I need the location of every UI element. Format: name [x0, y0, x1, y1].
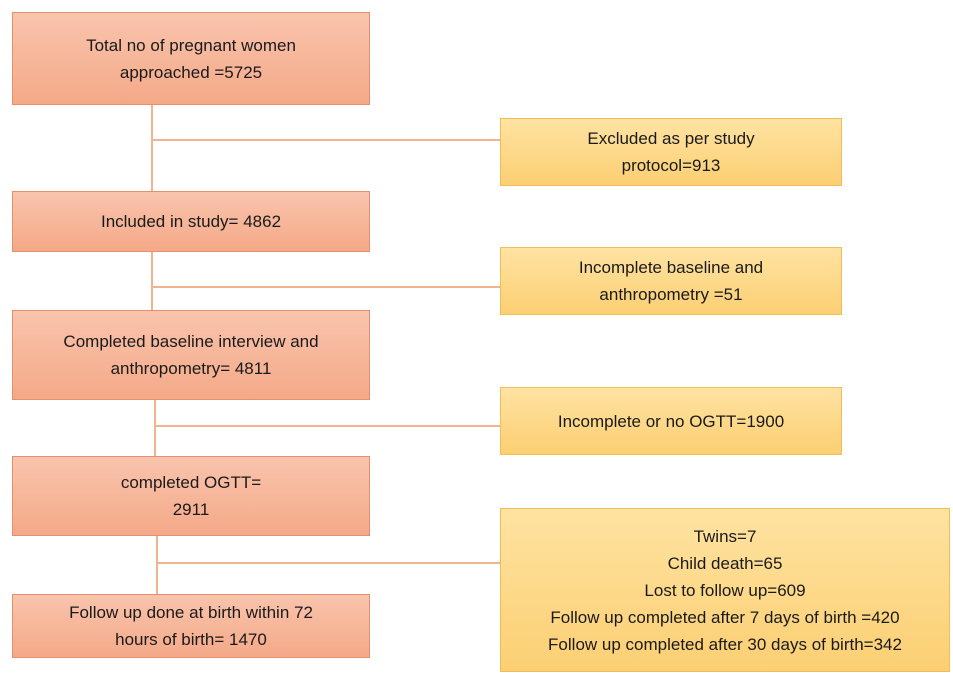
- box-text: Excluded as per study: [587, 129, 755, 148]
- box-text: Total no of pregnant women: [86, 35, 296, 55]
- step-box: Completed baseline interview and anthropo…: [12, 310, 370, 400]
- box-text: anthropometry =51: [599, 285, 743, 304]
- box-text: completed OGTT=: [120, 473, 262, 492]
- step-box: Included in study= 4862: [12, 191, 370, 252]
- box-text: Follow up completed after 7 days of birt…: [550, 607, 900, 627]
- step-box: completed OGTT= 2911: [12, 456, 370, 536]
- step-box: Follow up done at birth within 72 hours o…: [12, 594, 370, 658]
- box-text: Twins=7: [693, 526, 757, 546]
- step-box: Total no of pregnant women approached =57…: [12, 12, 370, 105]
- box-text: Completed baseline interview and: [63, 332, 319, 351]
- exclusion-box: Excluded as per study protocol=913: [500, 118, 842, 186]
- box-text: Incomplete or no OGTT=1900: [557, 411, 785, 431]
- exclusion-box: Twins=7 Child death=65 Lost to follow up=6…: [500, 508, 950, 672]
- box-text: anthropometry= 4811: [110, 359, 272, 378]
- exclusion-box: Incomplete baseline and anthropometry =51: [500, 247, 842, 315]
- box-text: Included in study= 4862: [100, 212, 282, 231]
- box-text: Incomplete baseline and: [578, 258, 764, 277]
- box-text: Lost to follow up=609: [644, 580, 806, 600]
- box-text: protocol=913: [621, 156, 721, 175]
- box-text: Follow up done at birth within 72: [69, 603, 313, 622]
- box-text: hours of birth= 1470: [115, 630, 267, 649]
- box-text: 2911: [172, 500, 210, 519]
- box-text: Follow up completed after 30 days of bir…: [548, 634, 902, 654]
- box-text: approached =5725: [119, 62, 263, 82]
- exclusion-box: Incomplete or no OGTT=1900: [500, 387, 842, 455]
- box-text: Child death=65: [667, 553, 783, 573]
